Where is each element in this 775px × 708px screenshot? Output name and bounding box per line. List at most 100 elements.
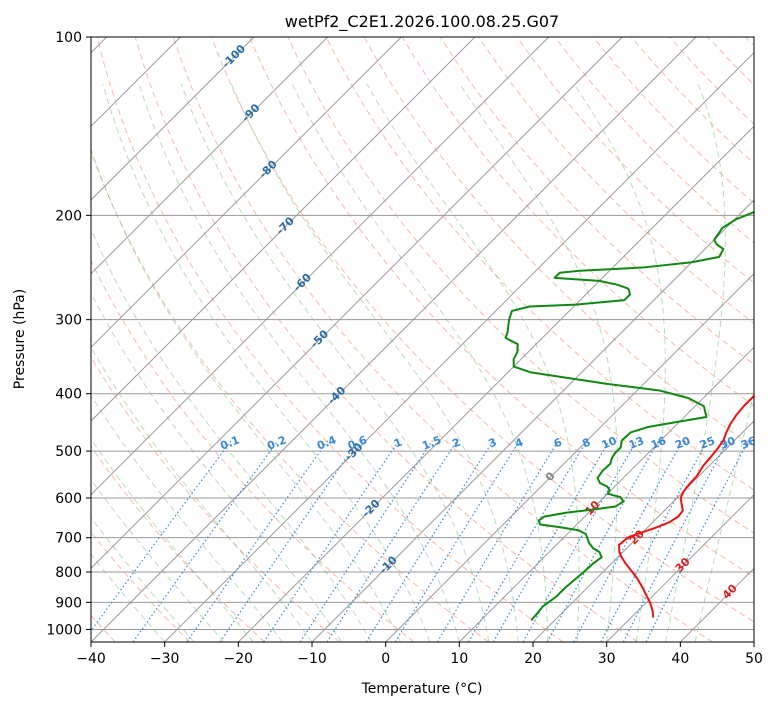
mixing-ratio-line bbox=[492, 440, 610, 642]
moist-adiabat-line bbox=[291, 83, 549, 642]
mixing-ratio-line bbox=[394, 440, 521, 642]
y-tick-label: 700 bbox=[55, 531, 82, 547]
x-tick-label: −30 bbox=[150, 651, 180, 667]
y-tick-label: 900 bbox=[55, 595, 82, 611]
isotherm-line bbox=[458, 346, 754, 642]
x-tick-label: −40 bbox=[76, 651, 106, 667]
dry-adiabat-line bbox=[91, 356, 340, 642]
moist-adiabat-line bbox=[91, 553, 166, 642]
mixing-ratio-label: 1 bbox=[392, 436, 404, 451]
mixing-ratio-label: 3 bbox=[487, 436, 499, 451]
moist-adiabat-line bbox=[694, 390, 754, 642]
moist-adiabat-line bbox=[91, 516, 195, 642]
y-tick-label: 500 bbox=[55, 444, 82, 460]
dry-adiabat-line bbox=[478, 37, 754, 325]
dry-adiabat-line bbox=[745, 37, 754, 47]
y-tick-label: 800 bbox=[55, 565, 82, 581]
dry-adiabat-line bbox=[134, 37, 639, 642]
isotherm-line bbox=[606, 493, 754, 642]
dry-adiabat-line bbox=[669, 37, 754, 125]
y-tick-label: 100 bbox=[55, 30, 82, 46]
y-axis-ticks: 100 200 300 400 500 600 700 800 900 1000 bbox=[46, 30, 91, 638]
moist-adiabat-line bbox=[91, 438, 254, 642]
isotherm-label: -50 bbox=[308, 327, 331, 350]
mixing-ratio-label: 25 bbox=[698, 434, 717, 452]
isotherm-line bbox=[532, 420, 754, 642]
isotherm-line bbox=[91, 37, 255, 201]
mixing-ratio-label: 0.4 bbox=[315, 433, 338, 452]
isotherm-line bbox=[164, 51, 754, 642]
moist-adiabat-line bbox=[366, 83, 580, 642]
moist-adiabat-line bbox=[180, 83, 490, 642]
mixing-ratio-line bbox=[600, 440, 708, 642]
x-tick-label: 50 bbox=[745, 651, 763, 667]
mixing-ratio-label: 20 bbox=[673, 434, 692, 452]
isotherm-line bbox=[385, 272, 754, 642]
isotherm-line bbox=[753, 641, 754, 642]
dry-adiabat-line bbox=[91, 445, 265, 642]
mixing-ratio-label: 2 bbox=[450, 436, 462, 451]
y-tick-label: 300 bbox=[55, 313, 82, 329]
dry-adiabat-line bbox=[516, 37, 754, 284]
isotherm-label: 40 bbox=[720, 581, 740, 601]
moist-adiabat-line bbox=[91, 394, 283, 642]
dry-adiabat-line bbox=[91, 531, 191, 642]
dry-adiabat-line bbox=[249, 37, 754, 578]
x-tick-label: −10 bbox=[297, 651, 327, 667]
isotherm-line bbox=[91, 37, 550, 496]
isotherm-line bbox=[91, 37, 402, 349]
isotherm-line bbox=[91, 37, 329, 275]
moist-adiabat-line bbox=[138, 83, 460, 642]
plot-frame bbox=[90, 36, 755, 643]
dry-adiabat-line bbox=[630, 37, 754, 165]
moist-adiabat-line bbox=[573, 83, 666, 642]
moist-adiabat-line bbox=[230, 83, 519, 642]
x-tick-label: 0 bbox=[381, 651, 390, 667]
y-tick-label: 1000 bbox=[46, 622, 82, 638]
moist-adiabat-line bbox=[665, 83, 726, 642]
mixing-ratio-label: 13 bbox=[627, 434, 646, 452]
mixing-ratio-label: 0.1 bbox=[218, 433, 241, 452]
mixing-ratio-label: 1.5 bbox=[420, 433, 443, 452]
mixing-ratio-line bbox=[546, 440, 660, 642]
dry-adiabat-line bbox=[91, 150, 489, 642]
isotherm-line bbox=[91, 37, 697, 642]
moist-adiabat-line bbox=[459, 83, 618, 642]
y-tick-label: 600 bbox=[55, 491, 82, 507]
mixing-ratio-line bbox=[299, 440, 433, 642]
y-tick-label: 400 bbox=[55, 387, 82, 403]
isotherm-line bbox=[237, 125, 754, 642]
isotherm-label: 0 bbox=[543, 469, 558, 484]
dry-adiabat-line bbox=[325, 37, 754, 491]
mixing-ratio-line bbox=[467, 440, 588, 642]
profile-traces bbox=[504, 210, 754, 621]
x-axis-ticks: −40 −30 −20 −10 0 10 20 30 40 50 bbox=[76, 642, 763, 667]
dry-adiabat-line bbox=[592, 37, 754, 204]
x-tick-label: 10 bbox=[450, 651, 468, 667]
dry-adiabat-line bbox=[91, 259, 415, 642]
dry-adiabat-line bbox=[363, 37, 754, 449]
dry-adiabat-line bbox=[211, 37, 754, 623]
y-axis-label: Pressure (hPa) bbox=[12, 289, 28, 389]
moist-adiabat-line bbox=[91, 291, 342, 642]
x-tick-label: 40 bbox=[671, 651, 689, 667]
mixing-ratio-line bbox=[263, 440, 400, 642]
x-tick-label: 20 bbox=[524, 651, 542, 667]
isotherm-line bbox=[311, 199, 754, 642]
dry-adiabat-line bbox=[707, 37, 754, 86]
mixing-ratio-line bbox=[365, 440, 494, 642]
mixing-ratio-label: 4 bbox=[513, 435, 525, 450]
x-axis-label: Temperature (°C) bbox=[361, 681, 483, 697]
y-tick-label: 200 bbox=[55, 208, 82, 224]
dry-adiabat-line bbox=[96, 37, 564, 642]
isotherm-line bbox=[91, 37, 476, 422]
isotherm-line bbox=[679, 567, 754, 642]
mixing-ratio-label: 10 bbox=[600, 434, 619, 452]
mixing-ratio-line bbox=[186, 440, 329, 642]
mixing-ratio-label: 16 bbox=[649, 434, 668, 452]
isotherm-label: -80 bbox=[257, 158, 280, 181]
mixing-ratio-line bbox=[91, 440, 232, 632]
chart-title: wetPf2_C2E1.2026.100.08.25.G07 bbox=[285, 12, 559, 32]
mixing-ratio-line bbox=[326, 440, 458, 642]
